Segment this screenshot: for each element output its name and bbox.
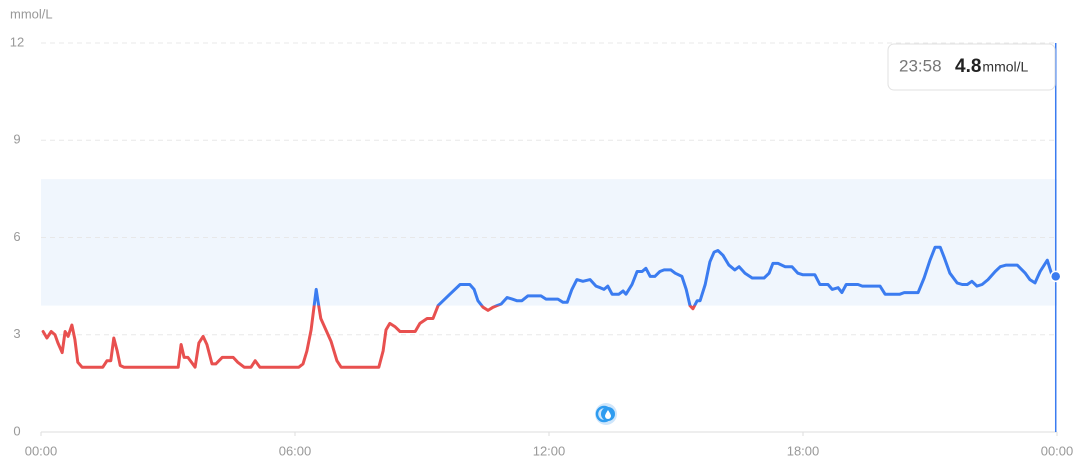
cursor-dot bbox=[1049, 270, 1062, 283]
x-tick-label: 00:00 bbox=[1041, 443, 1074, 458]
tooltip-unit: mmol/L bbox=[982, 59, 1028, 75]
tooltip-box bbox=[887, 43, 1056, 91]
x-tick-label: 00:00 bbox=[25, 443, 58, 458]
y-axis-label: mmol/L bbox=[10, 6, 53, 21]
x-tick-label: 18:00 bbox=[787, 443, 820, 458]
drop-icon bbox=[595, 403, 617, 425]
y-tick-label: 6 bbox=[13, 229, 20, 244]
y-tick-label: 12 bbox=[10, 34, 24, 49]
x-tick-label: 12:00 bbox=[533, 443, 566, 458]
y-tick-label: 9 bbox=[13, 132, 20, 147]
tooltip-value: 4.8 bbox=[955, 56, 981, 77]
x-tick-label: 06:00 bbox=[279, 443, 312, 458]
tooltip: 23:58 4.8 mmol/L bbox=[887, 43, 1056, 91]
y-tick-label: 0 bbox=[13, 423, 20, 438]
glucose-line bbox=[41, 245, 1058, 369]
y-tick-label: 3 bbox=[13, 326, 20, 341]
target-range bbox=[41, 179, 1057, 306]
tooltip-time: 23:58 bbox=[899, 56, 942, 75]
